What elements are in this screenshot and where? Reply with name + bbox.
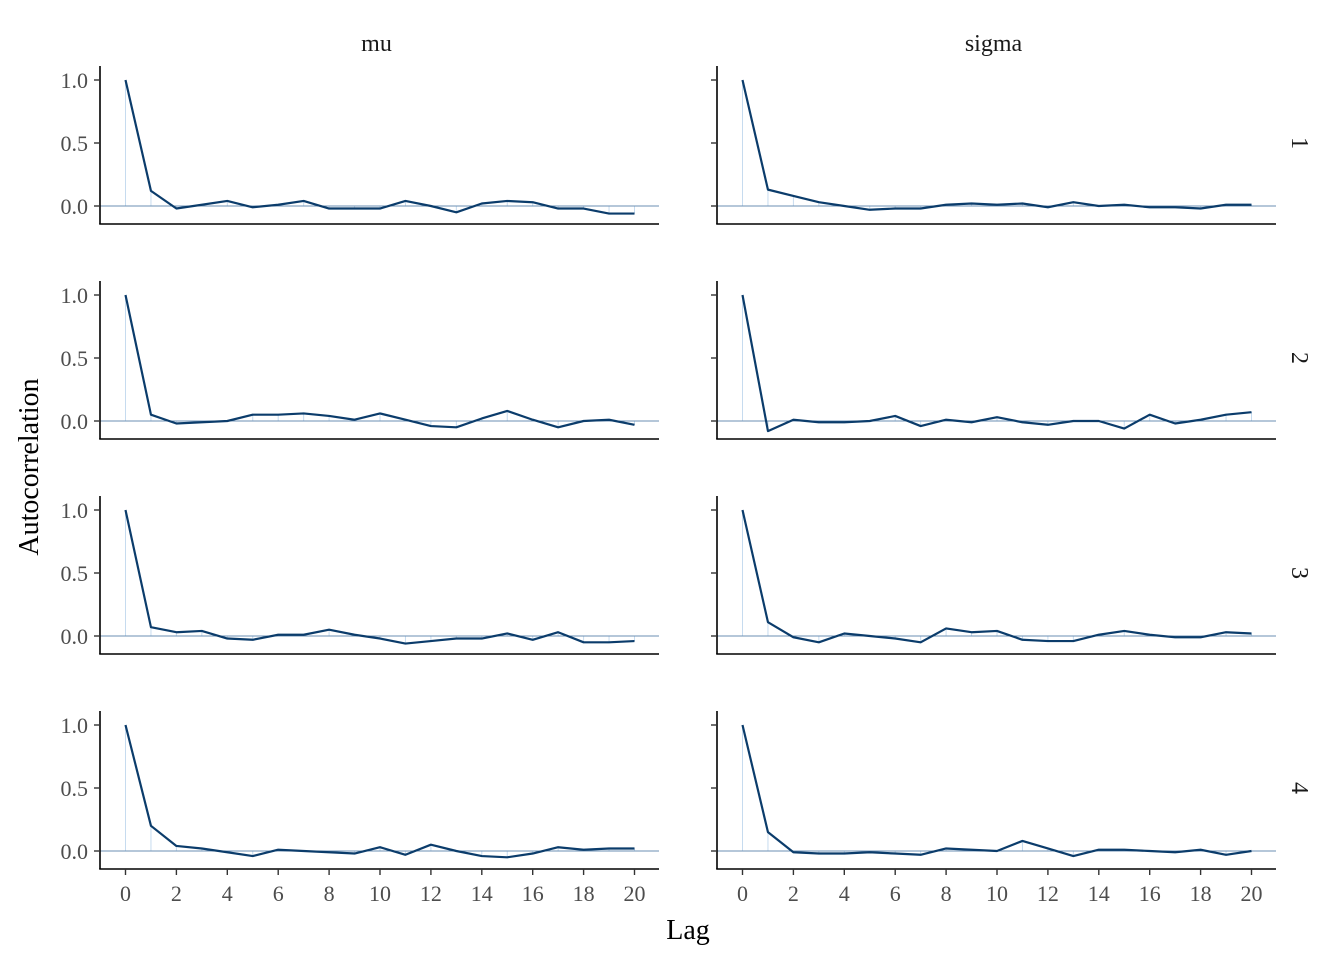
y-tick-label: 1.0 [61,283,89,308]
x-tick-label: 16 [1139,881,1161,906]
x-tick-label: 2 [171,881,182,906]
panel-mu-1: 0.0 0.5 1.0 [61,66,659,225]
x-tick-label: 14 [471,881,493,906]
x-tick-label: 18 [573,881,595,906]
y-tick-label: 0.0 [61,624,89,649]
x-tick-label: 0 [120,881,131,906]
x-tick-label: 20 [1241,881,1263,906]
x-tick-label: 12 [420,881,442,906]
panel-mu-3: 0.0 0.5 1.0 [61,496,659,655]
x-tick-label: 6 [273,881,284,906]
y-tick-label: 0.0 [61,194,89,219]
y-tick-label: 0.5 [61,346,89,371]
x-axis-title: Lag [666,915,710,946]
x-tick-label: 6 [890,881,901,906]
x-tick-label: 10 [986,881,1008,906]
y-axis-title: Autocorrelation [14,378,45,555]
acf-line [124,509,635,645]
x-tick-label: 20 [624,881,646,906]
facet-label-chain-1: 1 [1286,137,1312,149]
x-tick-label: 8 [324,881,335,906]
y-tick-label: 1.0 [61,68,89,93]
y-tick-label: 0.0 [61,409,89,434]
y-tick-label: 0.5 [61,776,89,801]
panel-sigma-4: 0 2 4 6 8 10 12 14 16 18 20 [711,711,1276,906]
x-tick-label: 2 [788,881,799,906]
x-tick-label: 12 [1037,881,1059,906]
facet-label-chain-2: 2 [1286,352,1312,364]
y-tick-label: 0.5 [61,561,89,586]
acf-line [741,509,1252,644]
panel-sigma-1 [711,66,1276,225]
acf-line [741,724,1252,858]
y-tick-label: 0.5 [61,131,89,156]
facet-label-mu: mu [361,31,392,57]
x-tick-label: 16 [522,881,544,906]
y-tick-label: 1.0 [61,498,89,523]
acf-line [741,294,1252,433]
x-tick-label: 8 [941,881,952,906]
panel-sigma-3 [711,496,1276,655]
facet-label-chain-4: 4 [1286,782,1312,794]
acf-line [124,79,635,215]
panel-mu-2: 0.0 0.5 1.0 [61,281,659,440]
panel-mu-4: 0.0 0.5 1.0 0 2 4 6 8 10 12 14 16 18 20 [61,711,659,906]
x-tick-label: 18 [1190,881,1212,906]
y-tick-label: 1.0 [61,713,89,738]
x-tick-label: 4 [222,881,233,906]
acf-line [741,79,1252,211]
x-tick-label: 14 [1088,881,1110,906]
panel-sigma-2 [711,281,1276,440]
facet-label-chain-3: 3 [1286,567,1312,579]
facet-label-sigma: sigma [965,31,1023,57]
y-tick-label: 0.0 [61,839,89,864]
acf-line [124,294,635,429]
acf-line [124,724,635,859]
x-tick-label: 0 [737,881,748,906]
x-tick-label: 10 [369,881,391,906]
x-tick-label: 4 [839,881,850,906]
